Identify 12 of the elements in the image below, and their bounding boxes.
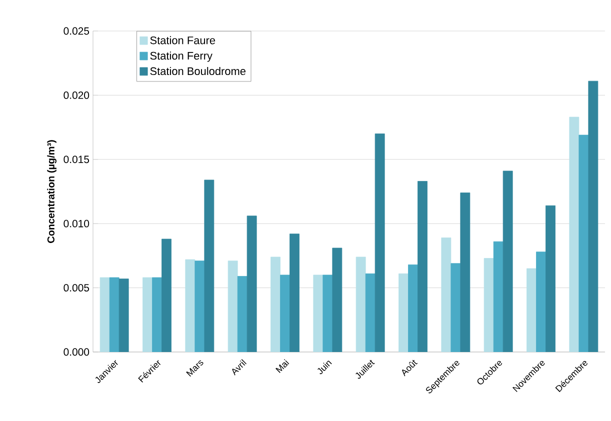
y-axis-title: Concentration (µg/m³): [47, 140, 56, 243]
legend-label: Station Faure: [150, 36, 216, 44]
x-tick-label: Juin: [318, 360, 332, 374]
y-tick-label: 0.025: [64, 27, 90, 35]
y-tick-label: 0.010: [64, 220, 90, 228]
y-tick-label: 0.020: [64, 92, 90, 99]
legend-label: Station Ferry: [150, 52, 212, 62]
y-tick-label: 0.000: [64, 348, 90, 356]
y-tick-label: 0.005: [64, 284, 90, 292]
y-tick-label: 0.015: [64, 156, 90, 164]
legend-label: Station Boulodrome: [150, 67, 246, 76]
x-tick-label: Mai: [276, 359, 290, 373]
